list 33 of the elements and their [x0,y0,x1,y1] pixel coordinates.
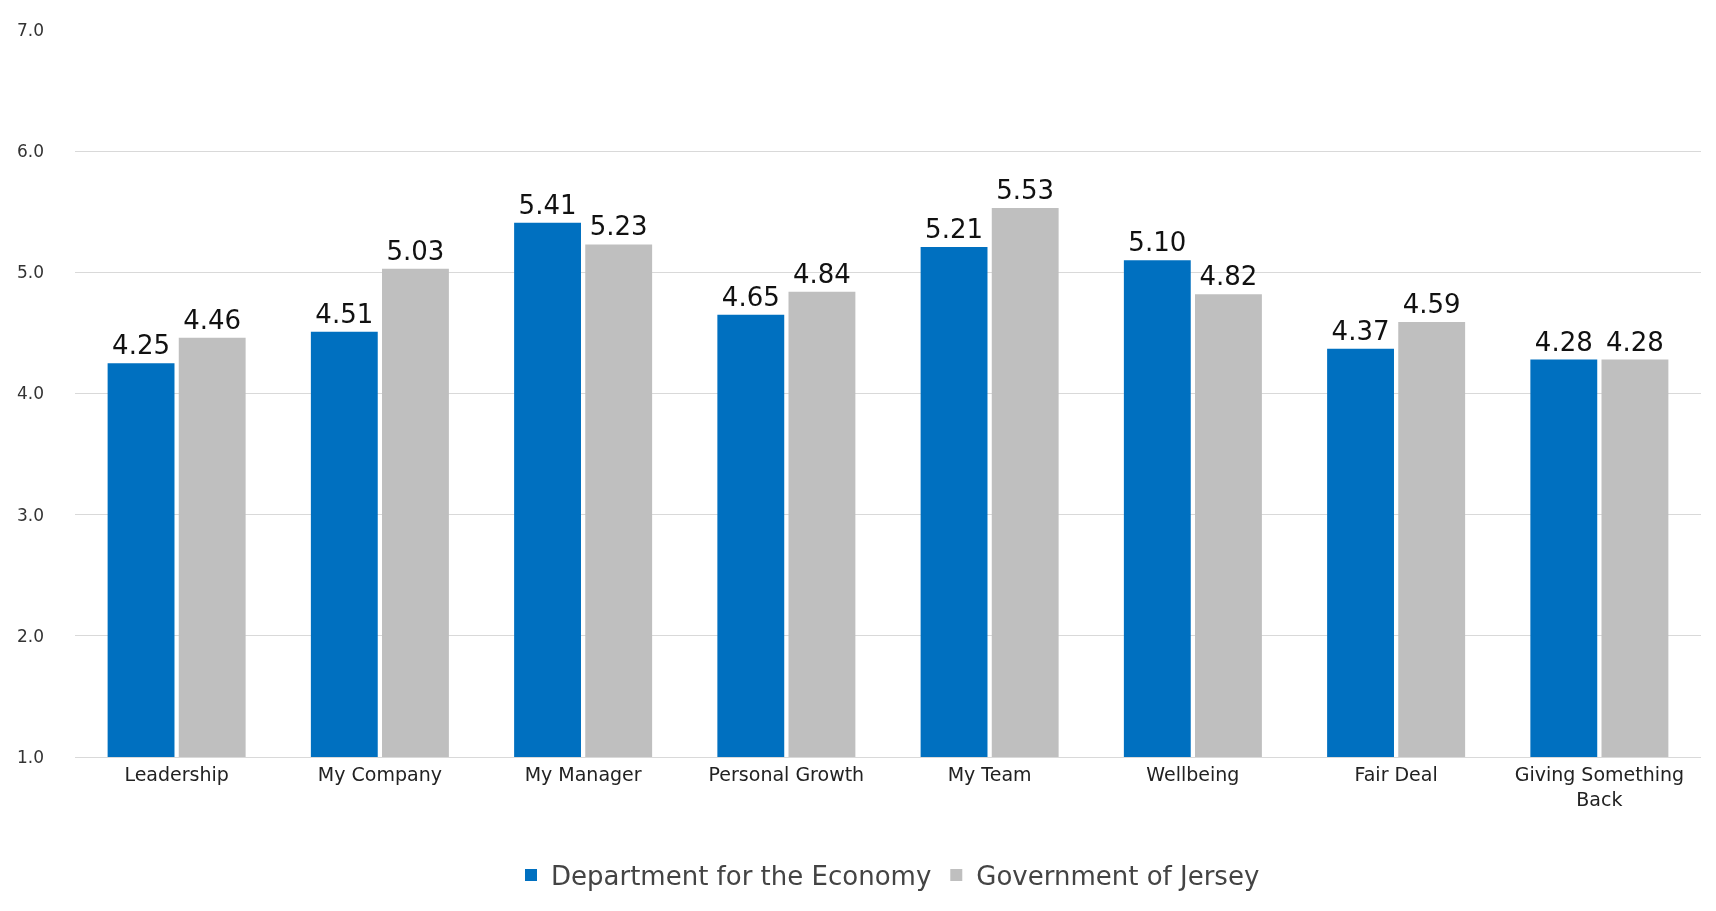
y-tick-label: 7.0 [16,19,44,40]
y-tick-label: 3.0 [16,504,44,525]
data-label: 4.37 [1331,315,1390,346]
y-tick-label: 5.0 [16,262,44,283]
x-tick-label: Leadership [124,762,229,785]
data-label: 5.21 [925,213,983,244]
y-tick-label: 2.0 [16,625,44,646]
x-tick-label: My Company [317,762,442,785]
y-tick-label: 6.0 [16,141,44,162]
data-label: 5.10 [1128,227,1187,258]
data-label: 4.82 [1199,261,1258,292]
y-tick-label: 1.0 [16,746,44,767]
data-label: 4.28 [1534,326,1593,357]
x-tick-label: Wellbeing [1146,762,1240,785]
legend-label: Department for the Economy [551,861,932,892]
y-tick-label: 4.0 [16,383,44,404]
legend-label: Government of Jersey [976,861,1260,892]
data-label: 4.59 [1402,289,1461,320]
x-tick-label: Fair Deal [1354,762,1438,785]
data-label: 4.25 [112,330,170,361]
data-label: 5.03 [386,235,445,266]
x-tick-label: Giving Something Back [1514,762,1685,810]
x-tick-label: My Manager [524,762,642,785]
data-label: 4.51 [315,298,374,329]
x-tick-label: My Team [947,762,1032,785]
data-label: 4.28 [1606,326,1664,357]
data-label: 5.53 [996,175,1055,206]
data-label: 5.41 [518,189,577,220]
data-label: 4.65 [721,281,780,312]
data-label: 4.84 [793,258,851,289]
data-label: 4.46 [183,304,242,335]
data-label: 5.23 [589,211,648,242]
x-tick-label: Personal Growth [708,762,865,785]
